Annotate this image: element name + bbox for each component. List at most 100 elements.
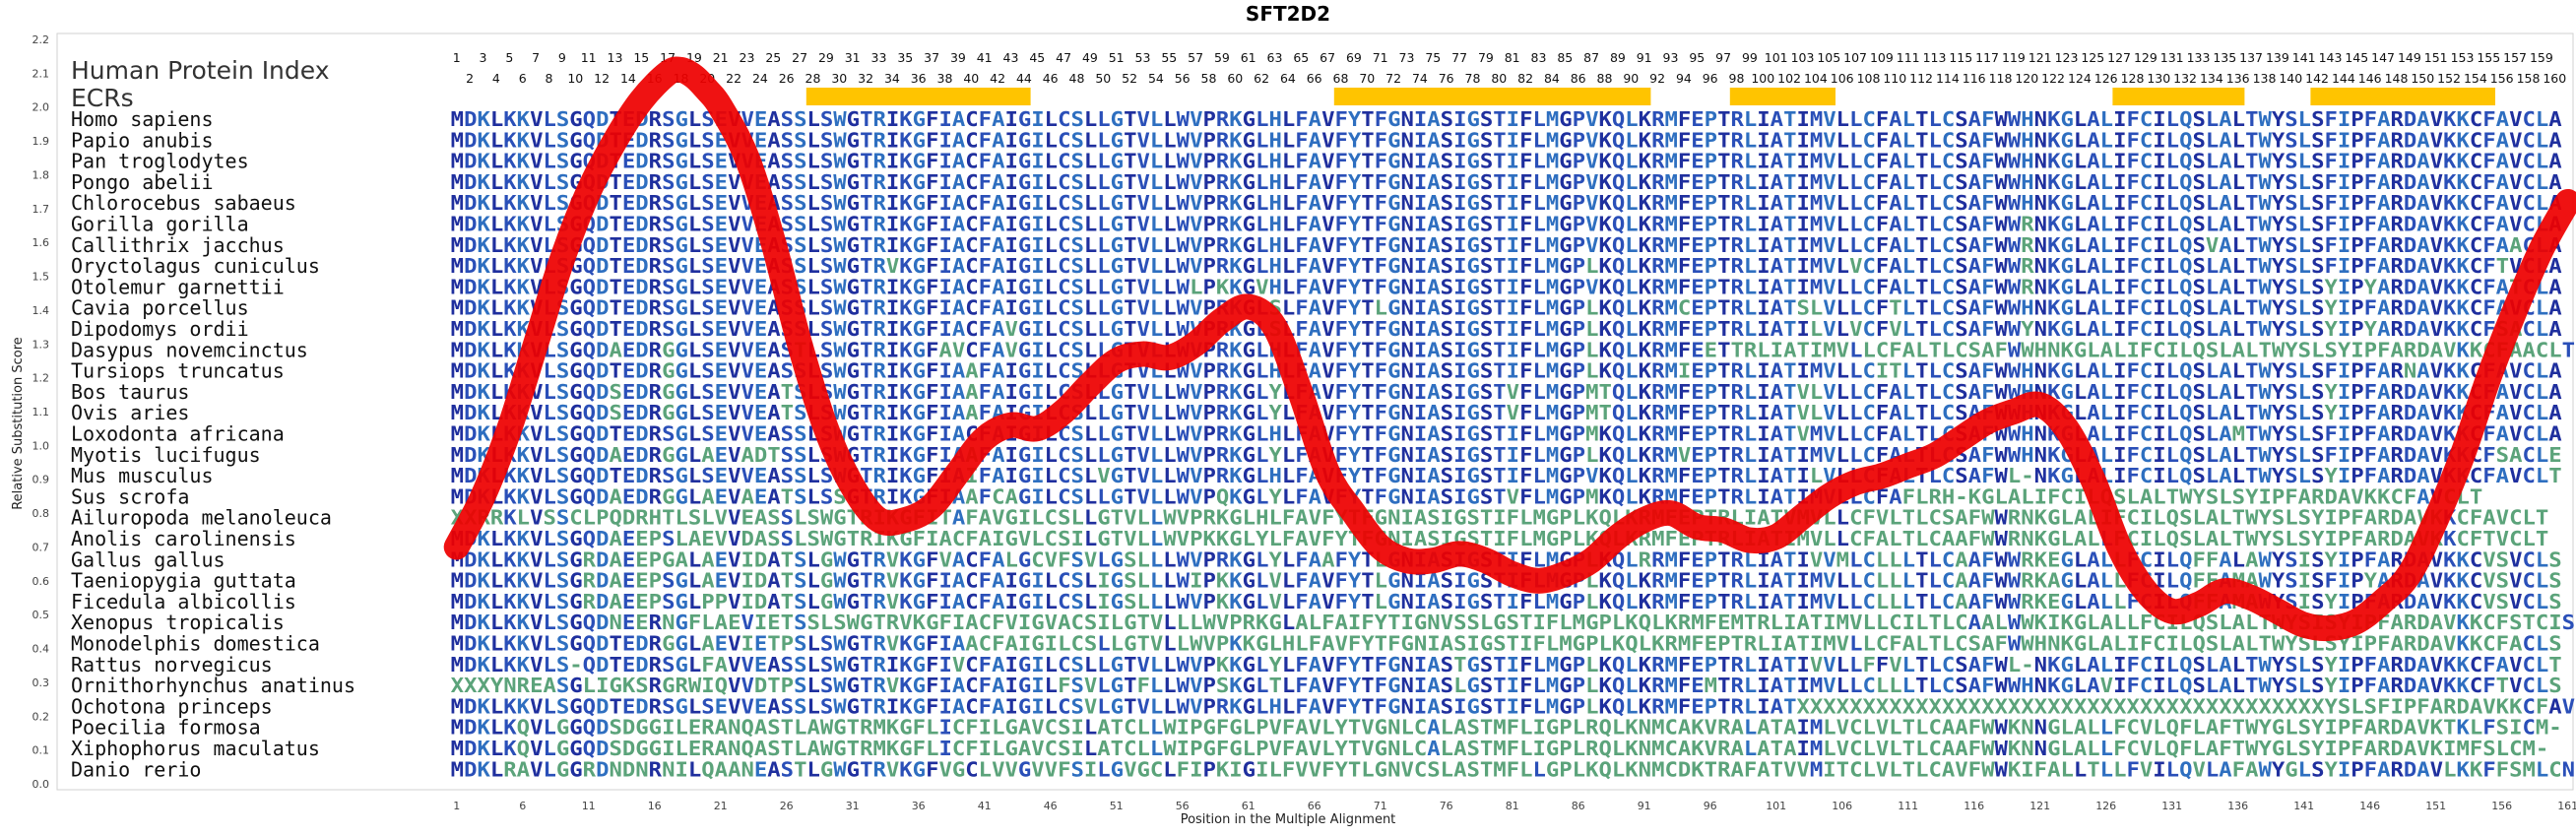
residue: S (820, 128, 833, 152)
residue: M (451, 150, 464, 173)
x-tick-label: 81 (1506, 800, 1519, 812)
residue: I (2113, 128, 2126, 152)
residue: G (847, 150, 860, 173)
top-position-even: 36 (911, 71, 927, 86)
residue: R (873, 150, 887, 173)
residue: L (1150, 128, 1163, 152)
residue: S (556, 128, 569, 152)
residue: A (2219, 150, 2231, 173)
residue: M (1546, 150, 1559, 173)
residue: L (1097, 107, 1110, 131)
residue: W (2008, 128, 2022, 152)
residue: S (794, 150, 806, 173)
y-tick-label: 1.2 (32, 372, 50, 385)
x-tick-label: 121 (2029, 800, 2050, 812)
residue: I (1031, 150, 1044, 173)
residue: F (2482, 150, 2495, 173)
residue: I (1414, 150, 1427, 173)
y-tick-label: 1.1 (32, 406, 50, 418)
residue: E (1691, 107, 1704, 131)
top-position-even: 74 (1412, 71, 1428, 86)
residue: L (1744, 107, 1757, 131)
residue: L (1849, 128, 1862, 152)
x-tick-label: 96 (1704, 800, 1717, 812)
top-position-even: 126 (2094, 71, 2118, 86)
residue: C (1942, 150, 1955, 173)
top-position-odd: 123 (2055, 50, 2079, 65)
residue: T (2548, 464, 2561, 487)
top-position-odd: 125 (2081, 50, 2104, 65)
residue: V (530, 107, 543, 131)
residue: G (1559, 150, 1572, 173)
residue: S (662, 150, 675, 173)
x-tick-label: 46 (1044, 800, 1058, 812)
top-position-odd: 41 (977, 50, 993, 65)
y-tick-label: 0.8 (32, 507, 50, 520)
residue: E (1691, 150, 1704, 173)
residue: A (2496, 464, 2509, 487)
residue: T (1783, 150, 1796, 173)
residue: G (676, 107, 688, 131)
residue: G (1559, 128, 1572, 152)
top-position-even: 14 (620, 71, 636, 86)
top-position-even: 66 (1307, 71, 1322, 86)
residue: M (1546, 107, 1559, 131)
residue: S (820, 150, 833, 173)
residue: L (807, 170, 820, 194)
residue: F (979, 128, 992, 152)
residue: S (1480, 150, 1493, 173)
y-tick-label: 0.2 (32, 710, 50, 723)
top-position-odd: 75 (1425, 50, 1441, 65)
residue: F (926, 150, 938, 173)
residue: L (2536, 107, 2548, 131)
top-position-odd: 87 (1583, 50, 1599, 65)
residue: L (1084, 128, 1097, 152)
residue: F (2482, 107, 2495, 131)
top-position-even: 46 (1043, 71, 1059, 86)
top-position-even: 160 (2543, 71, 2566, 86)
x-tick-label: 26 (780, 800, 794, 812)
residue: L (1150, 107, 1163, 131)
residue: L (2298, 128, 2311, 152)
top-position-even: 100 (1751, 71, 1774, 86)
residue: K (2443, 150, 2456, 173)
top-position-odd: 15 (633, 50, 649, 65)
top-position-even: 142 (2305, 71, 2329, 86)
species-label: Homo sapiens (71, 107, 214, 131)
residue: K (2457, 150, 2470, 173)
residue: L (1533, 107, 1546, 131)
top-position-odd: 137 (2239, 50, 2263, 65)
residue: I (1031, 128, 1044, 152)
top-position-even: 22 (726, 71, 741, 86)
top-position-even: 72 (1385, 71, 1401, 86)
residue: F (1375, 128, 1387, 152)
top-position-even: 122 (2041, 71, 2065, 86)
residue: T (860, 150, 872, 173)
sequence-row: MDKLKKVLSGQDTEDRSGLSEVVEASSLSWGTRIKGFIAC… (451, 150, 2562, 173)
y-tick-label: 1.3 (32, 338, 50, 351)
x-tick-label: 116 (1964, 800, 1984, 812)
residue: T (2245, 128, 2258, 152)
top-position-even: 92 (1649, 71, 1665, 86)
top-position-even: 134 (2200, 71, 2223, 86)
top-position-even: 24 (752, 71, 768, 86)
residue: V (1137, 107, 1150, 131)
species-label: Otolemur garnettii (71, 275, 285, 298)
residue: L (2536, 150, 2548, 173)
top-position-even: 54 (1148, 71, 1164, 86)
residue: M (1665, 150, 1678, 173)
residue: L (1256, 107, 1268, 131)
residue: V (2562, 694, 2575, 718)
residue: V (1137, 128, 1150, 152)
residue: L (1045, 107, 1058, 131)
top-position-odd: 159 (2530, 50, 2553, 65)
top-position-even: 118 (1989, 71, 2013, 86)
top-position-odd: 91 (1637, 50, 1652, 65)
residue: V (2430, 107, 2443, 131)
residue: G (569, 107, 582, 131)
residue: E (715, 170, 728, 194)
top-position-even: 64 (1280, 71, 1296, 86)
residue: I (939, 150, 952, 173)
top-position-even: 154 (2464, 71, 2487, 86)
residue: C (1863, 128, 1876, 152)
